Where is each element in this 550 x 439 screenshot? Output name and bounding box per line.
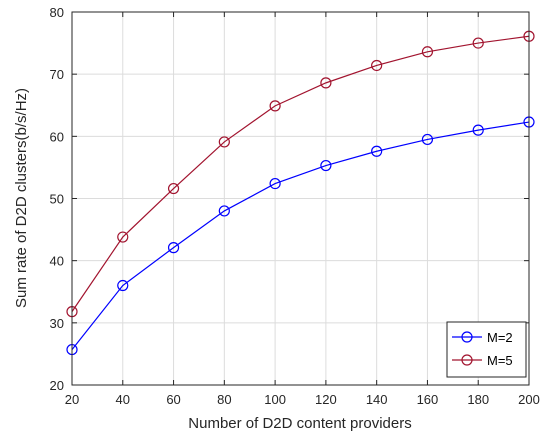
series-layer	[66, 30, 535, 356]
data-point-m2	[117, 279, 129, 292]
y-tick-label: 80	[50, 5, 64, 20]
data-point-m2	[421, 133, 434, 146]
x-tick-label: 40	[116, 392, 130, 407]
y-tick-label: 50	[50, 192, 64, 207]
series-line-m5	[71, 35, 530, 312]
axis-tick-labels: 20 40 60 80 100 120 140 160 180 200 20 30 40 50 60 70 80	[50, 5, 540, 407]
x-axis-title: Number of D2D content providers	[188, 415, 411, 432]
series-line-m2	[71, 121, 530, 350]
legend-marker-m5	[461, 354, 473, 366]
x-tick-label: 80	[217, 392, 231, 407]
data-point-m2	[472, 124, 484, 136]
data-point-m5	[371, 59, 383, 72]
data-point-m5	[218, 136, 230, 148]
y-tick-label: 40	[50, 254, 64, 269]
y-tick-label: 20	[50, 378, 64, 393]
data-point-m5	[320, 77, 332, 89]
legend-label-m2: M=2	[487, 330, 513, 345]
data-point-m2	[371, 145, 383, 157]
data-point-m2	[218, 205, 230, 217]
x-tick-label: 100	[264, 392, 286, 407]
legend: M=2 M=5	[446, 321, 527, 378]
legend-box	[446, 321, 527, 378]
y-tick-label: 60	[50, 129, 64, 144]
data-point-m5	[472, 37, 484, 49]
data-point-m2	[167, 242, 180, 254]
x-tick-label: 60	[166, 392, 180, 407]
legend-label-m5: M=5	[487, 353, 513, 368]
x-tick-label: 160	[417, 392, 439, 407]
x-tick-label: 140	[366, 392, 388, 407]
series-m5	[66, 30, 535, 318]
y-tick-label: 70	[50, 67, 64, 82]
x-tick-label: 200	[518, 392, 540, 407]
data-point-m5	[269, 100, 281, 112]
x-tick-label: 180	[467, 392, 489, 407]
y-tick-label: 30	[50, 316, 64, 331]
legend-marker-m2	[461, 331, 473, 343]
axis-ticks	[71, 11, 530, 386]
x-tick-label: 20	[65, 392, 79, 407]
data-point-m5	[117, 231, 129, 243]
data-point-m2	[320, 159, 332, 172]
x-tick-label: 120	[315, 392, 337, 407]
data-point-m5	[421, 46, 434, 58]
data-point-m2	[269, 177, 281, 190]
y-axis-title: Sum rate of D2D clusters(b/s/Hz)	[13, 88, 30, 308]
data-point-m5	[167, 182, 180, 195]
